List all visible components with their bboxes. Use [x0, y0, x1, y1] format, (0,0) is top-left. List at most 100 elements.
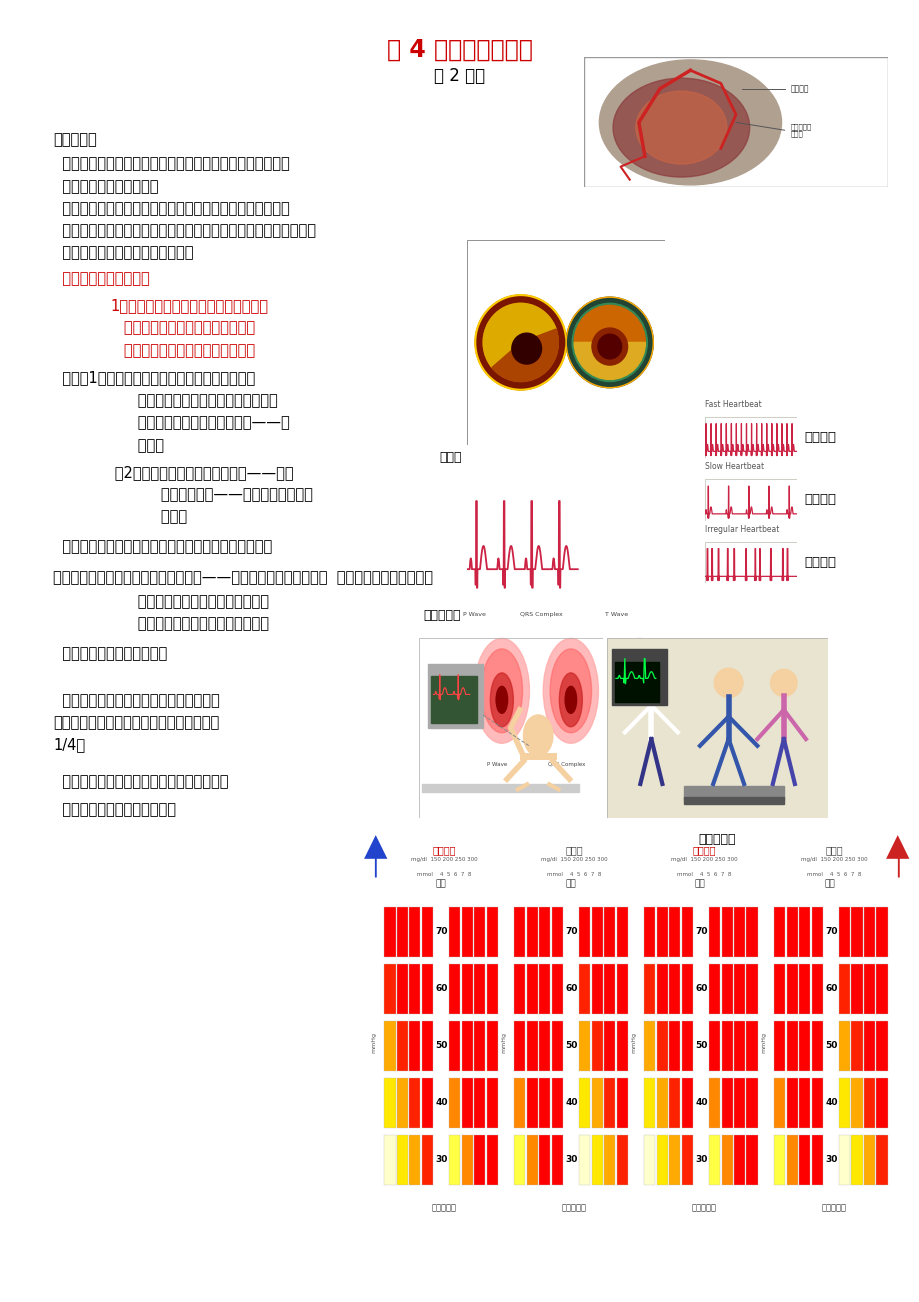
Bar	[851, 906, 862, 957]
Text: 思考：冠心病的形成与什么因素有关？——吸烟、高胆固醇、高血压  、糖尿病、肥胖、紧张、: 思考：冠心病的形成与什么因素有关？——吸烟、高胆固醇、高血压 、糖尿病、肥胖、紧…	[53, 570, 433, 586]
Bar	[773, 1078, 785, 1128]
Bar	[876, 1021, 887, 1070]
Bar	[448, 963, 460, 1014]
Text: 教学过程：: 教学过程：	[53, 132, 97, 147]
Bar	[604, 963, 615, 1014]
Bar	[643, 963, 654, 1014]
Ellipse shape	[635, 91, 726, 164]
Ellipse shape	[481, 648, 522, 733]
Bar	[461, 1134, 472, 1185]
Text: 第 4 节非传染性疾病: 第 4 节非传染性疾病	[387, 38, 532, 61]
Text: 栓；加高血压——脑血管破裂，脑血: 栓；加高血压——脑血管破裂，脑血	[110, 487, 313, 503]
Text: 非吸烟者: 非吸烟者	[432, 845, 456, 855]
Bar	[656, 1021, 667, 1070]
Text: 年龄: 年龄	[564, 879, 575, 888]
Text: 心跳快速: 心跳快速	[803, 431, 835, 444]
Wedge shape	[573, 306, 645, 342]
Bar	[684, 786, 783, 799]
Text: Irregular Heartbeat: Irregular Heartbeat	[704, 525, 778, 534]
Bar	[799, 963, 810, 1014]
Bar	[384, 906, 395, 957]
Text: T Wave: T Wave	[629, 762, 650, 767]
Bar	[733, 963, 744, 1014]
Bar	[838, 906, 849, 957]
Text: 40: 40	[695, 1098, 707, 1107]
Bar	[863, 1021, 874, 1070]
Text: 50: 50	[695, 1042, 707, 1051]
Bar	[539, 906, 550, 957]
Bar	[527, 1021, 538, 1070]
Ellipse shape	[490, 673, 513, 727]
Text: 讨论：如何预防心血管疾病。: 讨论：如何预防心血管疾病。	[53, 802, 176, 818]
Text: 血栓形成: 血栓形成	[789, 85, 809, 92]
Wedge shape	[573, 342, 645, 379]
Bar	[811, 906, 822, 957]
Ellipse shape	[474, 638, 529, 743]
Bar	[811, 963, 822, 1014]
Bar	[720, 1021, 732, 1070]
Bar	[578, 1134, 590, 1185]
Text: 管痉挛: 管痉挛	[110, 509, 187, 525]
Text: 50: 50	[824, 1042, 837, 1051]
Ellipse shape	[599, 60, 781, 185]
Bar	[486, 1134, 497, 1185]
Bar	[745, 1021, 757, 1070]
Circle shape	[597, 335, 621, 359]
Bar	[384, 1021, 395, 1070]
Text: 总胆固醇值: 总胆固醇值	[431, 1203, 456, 1212]
Bar	[876, 906, 887, 957]
Bar	[551, 1134, 562, 1185]
Bar	[745, 1078, 757, 1128]
Text: 展示：心血管疾病的视频: 展示：心血管疾病的视频	[53, 178, 159, 194]
Text: mmol    4  5  6  7  8: mmol 4 5 6 7 8	[546, 872, 601, 878]
Text: 出示：健康的冠状动脉和堆积脂肪的冠状动脉。体会二者的差异。: 出示：健康的冠状动脉和堆积脂肪的冠状动脉。体会二者的差异。	[53, 223, 316, 238]
Bar	[448, 1078, 460, 1128]
Bar	[668, 1134, 680, 1185]
Text: Slow Heartbeat: Slow Heartbeat	[704, 462, 763, 471]
Ellipse shape	[559, 673, 582, 727]
Bar	[448, 1134, 460, 1185]
Text: 心绞痛；冠状动脉栓塞或痉摩——心: 心绞痛；冠状动脉栓塞或痉摩——心	[110, 415, 289, 431]
Bar	[396, 1134, 407, 1185]
Bar	[773, 1021, 785, 1070]
Text: 等因素有关。图中可以看出什么？: 等因素有关。图中可以看出什么？	[110, 616, 269, 631]
Text: mmol    4  5  6  7  8: mmol 4 5 6 7 8	[806, 872, 860, 878]
Bar	[384, 1078, 395, 1128]
Text: 引入：除了恶性肿瘤，心血管病也是威胁人类的头号之敌。: 引入：除了恶性肿瘤，心血管病也是威胁人类的头号之敌。	[53, 156, 289, 172]
Bar	[486, 963, 497, 1014]
Bar	[643, 1078, 654, 1128]
Text: 弹性而变硬，同时引起管腔狭窄。: 弹性而变硬，同时引起管腔狭窄。	[110, 342, 255, 358]
Bar	[604, 1078, 615, 1128]
Bar	[551, 963, 562, 1014]
Text: mg/dl  150 200 250 300: mg/dl 150 200 250 300	[411, 857, 477, 862]
Bar	[656, 963, 667, 1014]
Bar	[486, 1078, 497, 1128]
Bar	[448, 906, 460, 957]
Bar	[681, 1021, 692, 1070]
Bar	[616, 963, 627, 1014]
Bar	[604, 906, 615, 957]
Circle shape	[770, 669, 796, 697]
Bar	[786, 1134, 797, 1185]
Bar	[514, 1134, 525, 1185]
Bar	[773, 1134, 785, 1185]
Bar	[427, 664, 482, 728]
Bar	[863, 1134, 874, 1185]
Text: 60: 60	[435, 984, 448, 993]
Text: 年龄: 年龄	[694, 879, 705, 888]
Bar	[551, 906, 562, 957]
Bar	[709, 1021, 720, 1070]
Circle shape	[475, 296, 566, 389]
Text: 肌梗塞: 肌梗塞	[110, 437, 165, 453]
Text: 物质在动脉管腔堆积动脉管壁失去: 物质在动脉管腔堆积动脉管壁失去	[110, 320, 255, 336]
Circle shape	[482, 303, 558, 381]
Ellipse shape	[628, 673, 651, 727]
Text: 年龄: 年龄	[824, 879, 834, 888]
Bar	[527, 963, 538, 1014]
Text: 70: 70	[695, 927, 707, 936]
Text: P Wave: P Wave	[486, 762, 507, 767]
Bar	[656, 906, 667, 957]
Text: 静止心电图: 静止心电图	[423, 609, 460, 622]
Bar	[396, 963, 407, 1014]
Text: mmHg: mmHg	[761, 1031, 766, 1053]
